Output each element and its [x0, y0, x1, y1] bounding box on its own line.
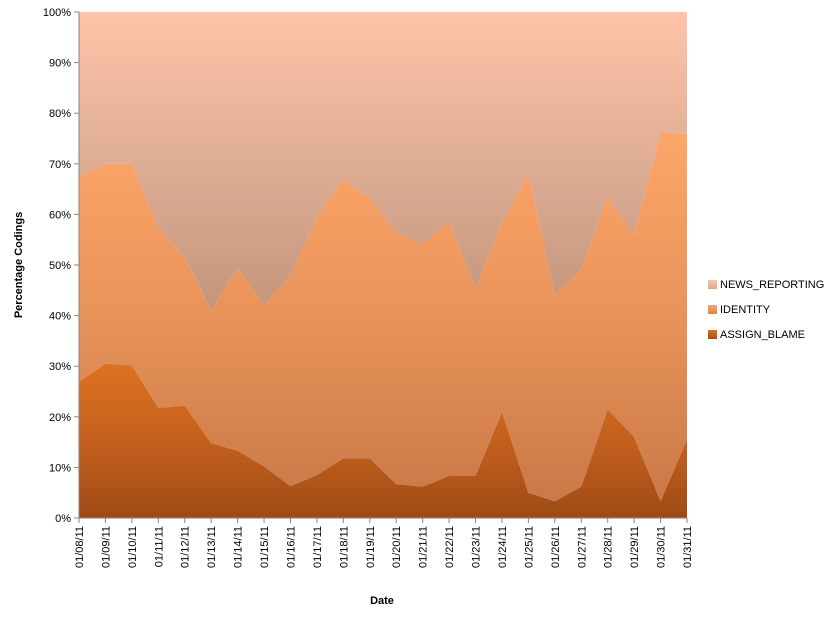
x-tick-label: 01/14/11 [233, 526, 245, 568]
y-tick-label: 40% [49, 311, 71, 323]
area-assign-blame [79, 363, 687, 518]
x-tick-label: 01/26/11 [550, 526, 562, 568]
y-axis-title: Percentage Codings [13, 212, 25, 318]
x-tick-label: 01/23/11 [471, 526, 483, 568]
legend-item-identity: IDENTITY [708, 304, 771, 316]
x-tick-label: 01/18/11 [338, 526, 350, 568]
y-axis: 0% 10% 20% 30% 40% 50% 60% 70% 80% 90% 100% [43, 7, 80, 525]
x-tick-label: 01/25/11 [523, 526, 535, 568]
legend-swatch [708, 330, 717, 339]
x-tick-label: 01/29/11 [629, 526, 641, 568]
y-tick-label: 30% [49, 361, 71, 373]
y-tick-label: 20% [49, 412, 71, 424]
x-tick-label: 01/27/11 [576, 526, 588, 568]
x-tick-label: 01/30/11 [656, 526, 668, 568]
area-identity [79, 131, 687, 502]
x-tick-label: 01/13/11 [206, 526, 218, 568]
x-tick-label: 01/20/11 [391, 526, 403, 568]
x-tick-label: 01/10/11 [127, 526, 139, 568]
x-tick-label: 01/21/11 [418, 526, 430, 568]
x-tick-label: 01/09/11 [100, 526, 112, 568]
area-layers [79, 12, 687, 518]
legend: NEWS_REPORTING IDENTITY ASSIGN_BLAME [708, 279, 824, 341]
x-axis: 01/08/11 01/09/11 01/10/11 01/11/11 01/12/11… [74, 517, 694, 568]
x-tick-label: 01/28/11 [603, 526, 615, 568]
legend-label: ASSIGN_BLAME [720, 329, 805, 341]
y-tick-label: 70% [49, 159, 71, 171]
y-tick-label: 10% [49, 462, 71, 474]
y-tick-label: 0% [55, 513, 71, 525]
y-tick-label: 80% [49, 108, 71, 120]
x-tick-label: 01/15/11 [259, 526, 271, 568]
legend-item-news-reporting: NEWS_REPORTING [708, 279, 824, 291]
legend-label: IDENTITY [720, 304, 771, 316]
x-tick-label: 01/11/11 [153, 526, 165, 567]
area-news-reporting [79, 12, 687, 311]
x-tick-label: 01/22/11 [444, 526, 456, 568]
legend-label: NEWS_REPORTING [720, 279, 824, 291]
x-tick-label: 01/31/11 [682, 526, 694, 568]
x-tick-label: 01/08/11 [74, 526, 86, 568]
legend-item-assign-blame: ASSIGN_BLAME [708, 329, 805, 341]
x-axis-title: Date [370, 595, 394, 607]
legend-swatch [708, 280, 717, 289]
y-tick-label: 50% [49, 260, 71, 272]
y-tick-label: 100% [43, 7, 71, 19]
x-tick-label: 01/24/11 [497, 526, 509, 568]
x-tick-label: 01/12/11 [180, 526, 192, 568]
y-tick-label: 60% [49, 209, 71, 221]
x-tick-label: 01/17/11 [312, 526, 324, 568]
x-tick-label: 01/19/11 [365, 526, 377, 568]
y-tick-label: 90% [49, 58, 71, 70]
legend-swatch [708, 305, 717, 314]
x-tick-label: 01/16/11 [285, 526, 297, 568]
